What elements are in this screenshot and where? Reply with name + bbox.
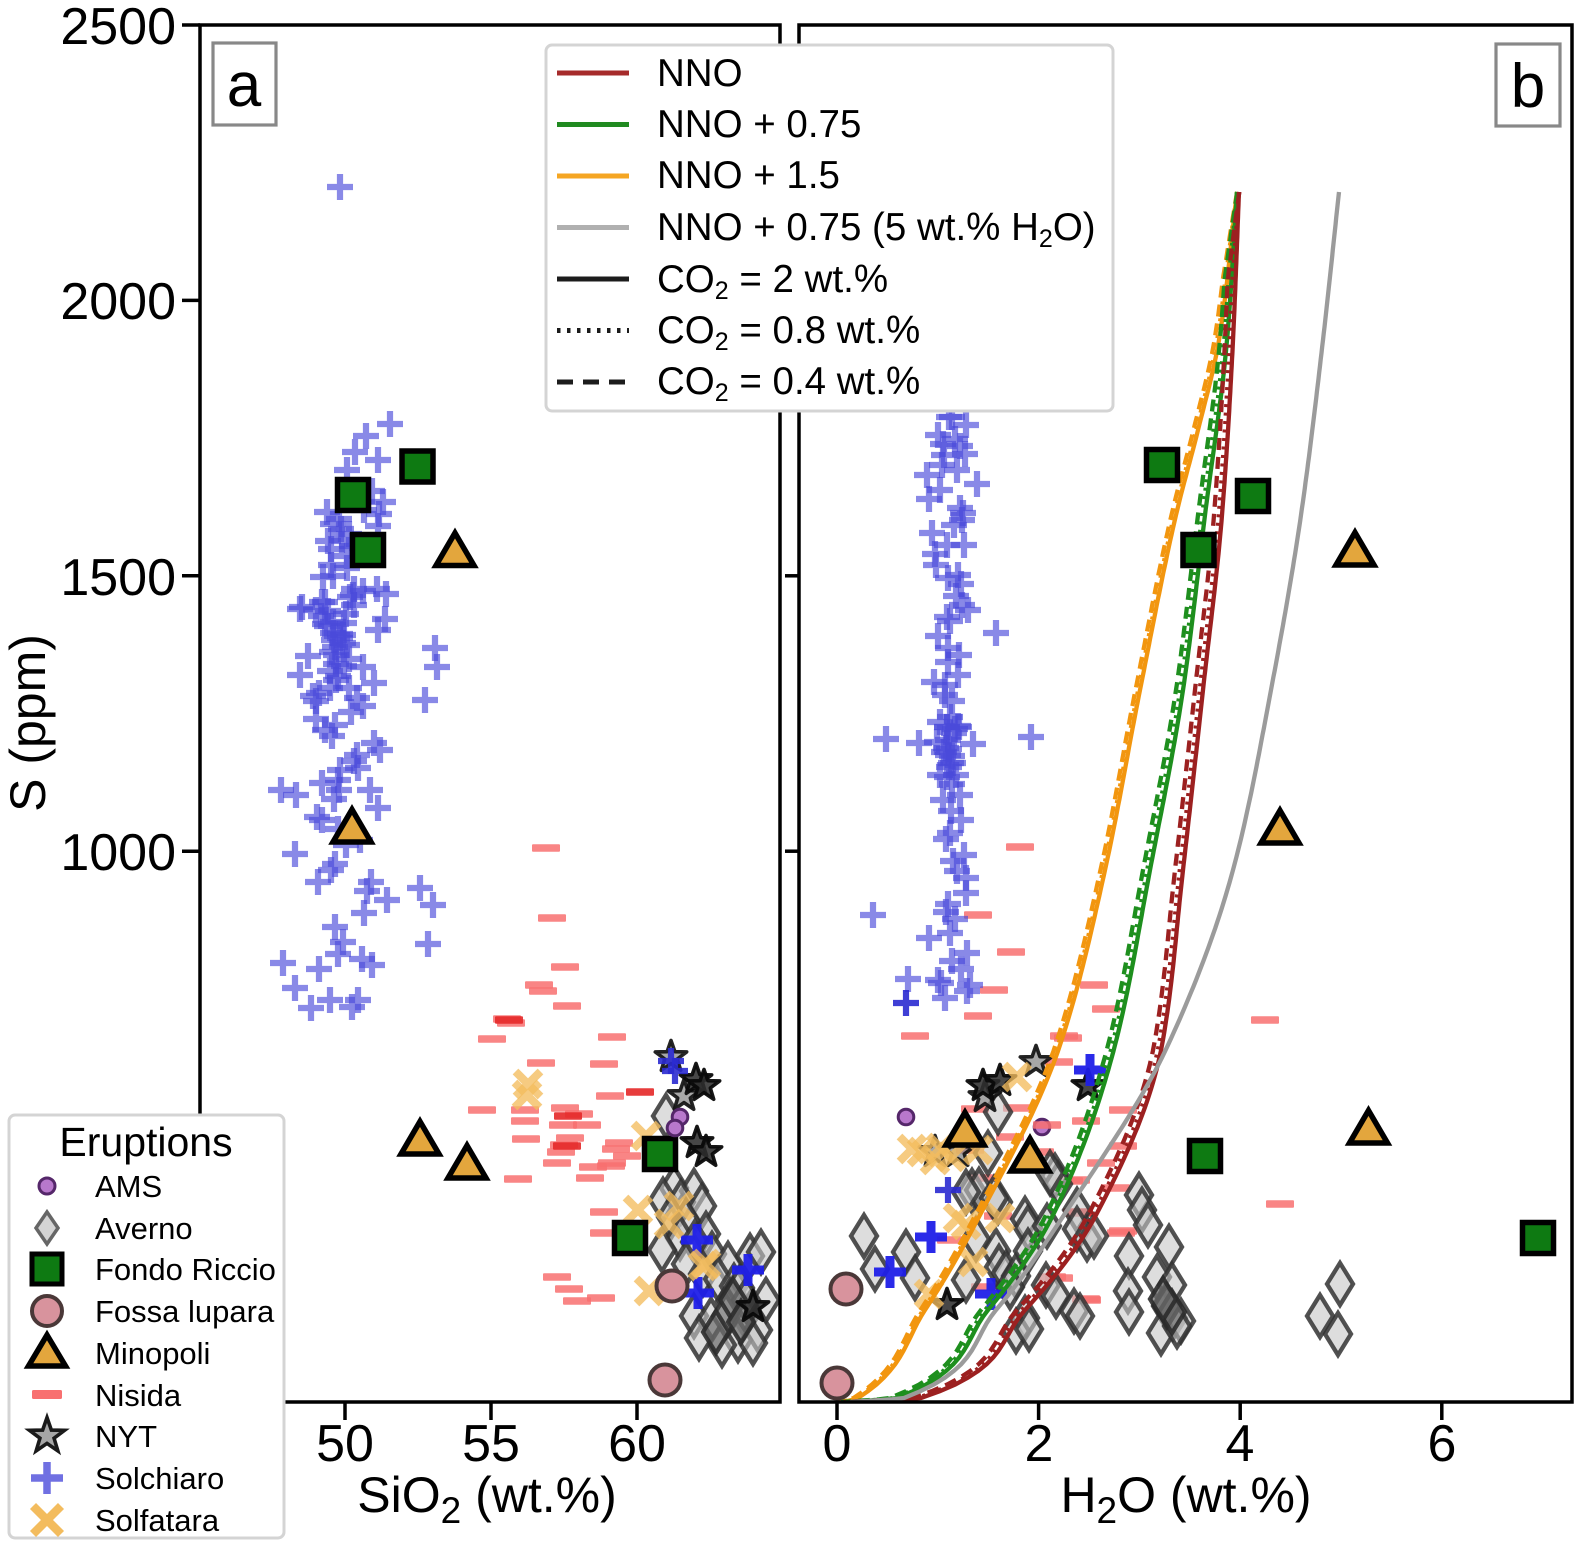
svg-text:60: 60	[608, 1415, 666, 1473]
svg-text:Eruptions: Eruptions	[59, 1119, 232, 1165]
svg-text:NYT: NYT	[95, 1419, 157, 1454]
svg-text:Solfatara: Solfatara	[95, 1503, 220, 1538]
svg-text:NNO + 0.75: NNO + 0.75	[657, 103, 861, 146]
svg-text:a: a	[227, 51, 262, 120]
svg-text:Solchiaro: Solchiaro	[95, 1461, 224, 1496]
svg-text:CO2 = 0.4 wt.%: CO2 = 0.4 wt.%	[657, 360, 920, 407]
svg-text:Fondo Riccio: Fondo Riccio	[95, 1252, 276, 1287]
svg-text:2500: 2500	[60, 0, 176, 56]
svg-text:2: 2	[1025, 1415, 1054, 1473]
svg-text:NNO + 1.5: NNO + 1.5	[657, 154, 840, 197]
svg-text:55: 55	[462, 1415, 520, 1473]
svg-text:CO2 = 0.8 wt.%: CO2 = 0.8 wt.%	[657, 309, 920, 356]
svg-text:0: 0	[823, 1415, 852, 1473]
svg-text:Averno: Averno	[95, 1211, 193, 1246]
svg-text:2000: 2000	[60, 273, 176, 331]
svg-text:4: 4	[1226, 1415, 1255, 1473]
svg-text:1500: 1500	[60, 549, 176, 607]
svg-text:S (ppm): S (ppm)	[0, 634, 56, 812]
svg-text:b: b	[1511, 52, 1545, 121]
svg-text:1000: 1000	[60, 824, 176, 882]
svg-text:NNO + 0.75 (5 wt.% H2O): NNO + 0.75 (5 wt.% H2O)	[657, 206, 1096, 253]
svg-text:Fossa lupara: Fossa lupara	[95, 1294, 275, 1329]
svg-text:Nisida: Nisida	[95, 1378, 182, 1413]
svg-text:NNO: NNO	[657, 52, 743, 95]
svg-text:Minopoli: Minopoli	[95, 1336, 210, 1371]
svg-text:50: 50	[316, 1415, 374, 1473]
svg-text:6: 6	[1428, 1415, 1457, 1473]
svg-text:SiO2 (wt.%): SiO2 (wt.%)	[357, 1467, 616, 1531]
svg-text:AMS: AMS	[95, 1169, 162, 1204]
svg-text:CO2 = 2 wt.%: CO2 = 2 wt.%	[657, 258, 888, 305]
